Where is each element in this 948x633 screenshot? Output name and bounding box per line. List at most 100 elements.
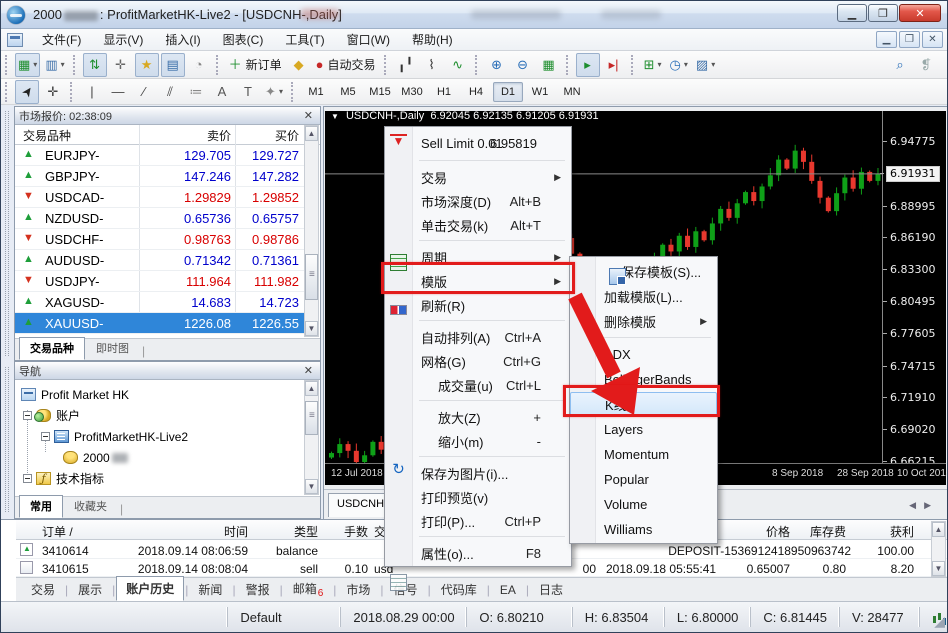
- indicators-button[interactable]: ⊞ ▾: [641, 53, 665, 77]
- new-order-button[interactable]: ＋新订单: [228, 57, 282, 72]
- tree-item-server[interactable]: ProfitMarketHK-Live2: [41, 426, 188, 447]
- chevron-down-icon[interactable]: ▼: [331, 112, 339, 121]
- menu-item-打印-p-[interactable]: 打印(P)... Ctrl+P: [385, 509, 571, 533]
- scrollbar-thumb[interactable]: [305, 254, 318, 300]
- market-watch-row-usdcad[interactable]: ▼ USDCAD- 1.29829 1.29852: [15, 187, 304, 208]
- toolbar-grip[interactable]: [565, 54, 571, 75]
- terminal-column-header[interactable]: 手数: [343, 525, 368, 539]
- menu-item-市场深度-d-[interactable]: 市场深度(D) Alt+B: [385, 189, 571, 271]
- menu-item-成交量-u-[interactable]: 成交量(u) Ctrl+L: [385, 373, 571, 397]
- candlestick-chart-button[interactable]: ⌇: [420, 53, 444, 77]
- toolbar-grip[interactable]: [474, 54, 480, 75]
- new-chart-button[interactable]: ▦ ▾: [15, 52, 41, 77]
- menu-item-放大-z-[interactable]: +放大(Z)+: [385, 405, 571, 429]
- timeframe-m5[interactable]: M5: [340, 85, 356, 98]
- terminal-tab-日志[interactable]: 日志: [538, 583, 563, 597]
- menu-item-加载模版-l-[interactable]: 加载模版(L)...: [570, 284, 717, 309]
- close-icon[interactable]: ✕: [303, 365, 313, 377]
- terminal-tab-市场[interactable]: 市场: [346, 583, 371, 597]
- scroll-up-icon[interactable]: ▲: [305, 126, 318, 141]
- tab-favorites[interactable]: 收藏夹: [74, 501, 107, 513]
- terminal-tab-展示[interactable]: 展示: [78, 583, 103, 597]
- tab-tick-chart[interactable]: 即时图: [96, 343, 129, 355]
- collapse-icon[interactable]: [23, 474, 32, 483]
- menu-item[interactable]: 插入(I): [165, 33, 201, 47]
- timeframe-m30[interactable]: M30: [401, 85, 423, 98]
- terminal-tab-邮箱[interactable]: 邮箱6: [292, 581, 324, 600]
- column-bid[interactable]: 卖价: [206, 129, 231, 143]
- child-close-button[interactable]: ✕: [922, 31, 943, 48]
- auto-scroll-button[interactable]: ▸: [575, 52, 600, 77]
- templates-button[interactable]: ▨ ▾: [693, 53, 718, 77]
- menu-item-单击交易-k-[interactable]: 单击交易(k) Alt+T: [385, 213, 571, 315]
- menu-item-自动排列-a-[interactable]: 自动排列(A) Ctrl+A: [385, 325, 571, 349]
- dropdown-icon[interactable]: ▾: [33, 60, 38, 69]
- terminal-column-header[interactable]: 价格: [765, 525, 790, 539]
- text-tool[interactable]: A: [210, 80, 234, 104]
- scroll-down-icon[interactable]: ▼: [305, 321, 318, 336]
- menu-item[interactable]: 窗口(W): [346, 33, 390, 47]
- resize-grip[interactable]: ◢: [934, 613, 945, 629]
- dropdown-icon[interactable]: ▾: [60, 60, 65, 69]
- line-chart-button[interactable]: ∿: [446, 53, 470, 77]
- market-watch-row-gbpjpy[interactable]: ▲ GBPJPY- 147.246 147.282: [15, 166, 304, 187]
- market-watch-row-nzdusd[interactable]: ▲ NZDUSD- 0.65736 0.65757: [15, 208, 304, 229]
- dropdown-icon[interactable]: ▾: [657, 60, 662, 69]
- trendline-tool[interactable]: ∕: [132, 80, 156, 104]
- dropdown-icon[interactable]: ▾: [711, 60, 716, 69]
- timeframe-d1[interactable]: D1: [493, 81, 523, 102]
- terminal-column-header[interactable]: 类型: [293, 525, 318, 539]
- navigator-toggle[interactable]: ★: [134, 52, 159, 77]
- metaeditor-button[interactable]: ◆: [287, 53, 311, 77]
- menu-item[interactable]: 文件(F): [42, 33, 82, 47]
- timeframe-mn[interactable]: MN: [563, 85, 581, 98]
- terminal-tab-交易[interactable]: 交易: [31, 583, 56, 597]
- menu-item-属性-o-[interactable]: 属性(o)... F8: [385, 541, 571, 565]
- history-row[interactable]: 3410615 2018.09.14 08:08:04 sell 0.10 usd 00 2…: [16, 559, 947, 577]
- toolbar-grip[interactable]: [215, 54, 221, 75]
- tile-windows-button[interactable]: ▦: [537, 53, 561, 77]
- shapes-tool[interactable]: ✦ ▾: [262, 80, 286, 104]
- menu-item-volume[interactable]: Volume: [570, 492, 717, 517]
- scroll-up-icon[interactable]: ▲: [932, 522, 945, 537]
- tree-item-broker[interactable]: Profit Market HK: [21, 384, 129, 405]
- minimize-button[interactable]: ▁: [837, 4, 867, 22]
- column-divider[interactable]: [235, 125, 236, 334]
- navigator-scrollbar[interactable]: ▲ ▼: [304, 380, 319, 495]
- cursor-tool[interactable]: ➤: [15, 79, 39, 104]
- zoom-in-button[interactable]: ⊕: [485, 53, 509, 77]
- scroll-up-icon[interactable]: ▲: [305, 381, 318, 396]
- chat-button[interactable]: ❡: [914, 53, 938, 77]
- child-restore-button[interactable]: ❐: [899, 31, 920, 48]
- terminal-column-header[interactable]: 库存费: [809, 525, 846, 539]
- tree-item-accounts[interactable]: 账户: [23, 405, 80, 426]
- dropdown-icon[interactable]: ▾: [683, 60, 688, 69]
- market-watch-row-usdchf[interactable]: ▼ USDCHF- 0.98763 0.98786: [15, 229, 304, 250]
- bar-chart-button[interactable]: ╻╹: [394, 53, 418, 77]
- menu-item-adx[interactable]: ADX: [570, 342, 717, 367]
- tab-scroll-right-icon[interactable]: ▶: [924, 500, 939, 510]
- market-watch-row-xauusd[interactable]: ▲ XAUUSD- 1226.08 1226.55: [15, 313, 304, 334]
- profiles-button[interactable]: ▥ ▾: [42, 53, 67, 77]
- terminal-column-header[interactable]: 订单 /: [42, 525, 73, 539]
- collapse-icon[interactable]: [41, 432, 50, 441]
- zoom-out-button[interactable]: ⊖: [511, 53, 535, 77]
- close-button[interactable]: ✕: [899, 4, 941, 22]
- timeframe-m1[interactable]: M1: [308, 85, 324, 98]
- crosshair-tool[interactable]: ✛: [41, 80, 65, 104]
- terminal-toggle[interactable]: ▤: [160, 52, 185, 77]
- menu-item-保存模板-s-[interactable]: 保存模板(S)...: [570, 259, 717, 285]
- toolbar-grip[interactable]: [70, 81, 75, 102]
- tab-symbols[interactable]: 交易品种: [19, 337, 85, 360]
- menu-item-sell-limit-0-01[interactable]: ▼ Sell Limit 0.01 6.95819: [385, 129, 571, 157]
- search-button[interactable]: ⌕: [888, 53, 912, 77]
- menu-item-模版[interactable]: 模版 ▶: [385, 269, 571, 293]
- menu-item[interactable]: 显示(V): [103, 33, 144, 47]
- dock-grip[interactable]: [5, 367, 9, 512]
- chart-window-icon[interactable]: [7, 32, 23, 47]
- data-window-toggle[interactable]: ✛: [109, 53, 133, 77]
- label-tool[interactable]: T: [236, 80, 260, 104]
- tab-scroll-left-icon[interactable]: ◀: [909, 500, 925, 510]
- menu-item-momentum[interactable]: Momentum: [570, 442, 717, 467]
- status-profile[interactable]: Default: [227, 607, 340, 627]
